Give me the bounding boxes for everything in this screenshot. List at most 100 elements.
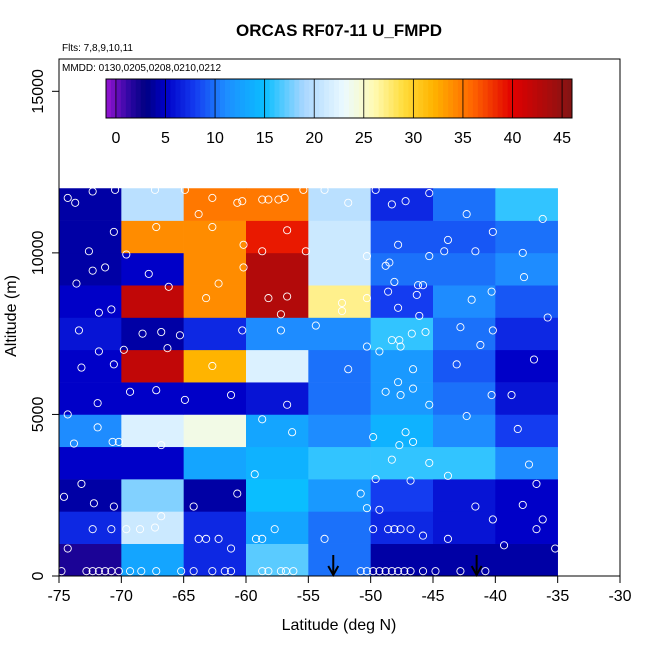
sample-marker [476,340,485,350]
sample-marker [487,287,496,296]
heatmap-cell [183,317,247,351]
heatmap-cell [246,414,309,448]
colorbar-segment [279,79,285,118]
sample-marker [276,310,285,319]
colorbar: 0 5 10 15 20 25 30 35 40 45 [105,78,573,147]
heatmap-cell [495,220,558,254]
colorbar-segment [334,79,340,118]
heatmap-cell [246,188,309,221]
sample-marker [412,290,421,299]
sample-marker [111,185,120,194]
plot-frame [58,58,621,577]
sample-marker [114,567,123,576]
heatmap-cell [495,543,558,577]
sample-marker [144,269,153,278]
sample-marker [208,567,217,576]
colorbar-segment [160,79,166,118]
colorbar-segment [567,79,573,118]
colorbar-segment [512,79,518,118]
colorbar-segment [294,79,300,118]
heatmap-cell [246,349,309,383]
colorbar-segment [423,79,429,118]
colorbar-segment [165,79,171,118]
sample-marker [150,523,160,532]
colorbar-segment [185,79,191,118]
sample-marker [226,544,236,553]
flight-arrow [470,555,483,578]
colorbar-segment [324,79,330,118]
sample-marker [214,534,223,543]
heatmap-cell [121,349,184,383]
heatmap-cell [370,511,434,544]
sample-marker [119,345,128,354]
sample-marker [233,489,242,498]
sample-marker [524,460,534,469]
sample-marker [381,567,390,576]
colorbar-segment [433,79,439,118]
sample-marker [532,525,541,534]
heatmap-cell [308,543,371,577]
heatmap-cell [246,285,309,318]
heatmap-cell [246,511,309,544]
sample-marker [283,400,292,409]
sample-marker [362,567,371,576]
colorbar-segment [289,79,295,118]
colorbar-segment [269,79,275,118]
sample-marker [471,247,480,256]
sample-marker [264,294,273,303]
heatmap-cell [495,349,558,383]
sample-marker [344,365,353,374]
sample-marker [456,567,465,576]
colorbar-segment [552,79,558,118]
sample-marker [396,342,405,351]
sample-marker [396,525,405,534]
heatmap-cell [308,446,371,480]
heatmap-cell [433,349,496,383]
sample-marker [387,567,396,576]
sample-marker [59,492,69,501]
colorbar-segment [482,79,489,118]
colorbar-segment [368,79,375,118]
sample-marker [387,455,396,464]
heatmap-cell [433,382,496,415]
heatmap-cell [121,188,184,221]
colorbar-segment [155,79,161,118]
heatmap-cell [183,188,247,221]
heatmap-cell [121,382,184,415]
sample-marker [157,512,166,521]
colorbar-segment [180,79,186,118]
y-tick-label: 10000 [30,231,47,276]
dates-note: MMDD: 0130,0205,0208,0210,0212 [62,63,221,74]
x-tick-label: -50 [359,588,382,605]
sample-marker [488,515,497,524]
sample-marker [337,298,347,308]
heatmap-cell [59,188,122,221]
sample-marker [258,534,267,543]
sample-marker [400,567,409,576]
colorbar-segment [244,79,251,118]
sample-marker [152,386,161,395]
sample-marker [157,441,166,450]
sample-marker [529,355,539,364]
sample-marker [89,499,98,508]
sample-marker [208,361,217,371]
sample-marker [109,360,118,369]
heatmap-cell [183,252,247,286]
heatmap-cell [121,317,184,351]
heatmap-cell [121,511,184,544]
sample-marker [137,567,146,576]
colorbar-segment [348,79,355,118]
sample-marker [101,567,110,576]
colorbar-segment [229,79,236,118]
colorbar-segment [264,79,270,118]
x-tick-label: -40 [484,588,507,605]
colorbar-segment [363,79,370,118]
sample-marker [401,197,410,206]
sample-marker [467,295,476,304]
sample-marker [69,439,79,448]
sample-marker [107,525,116,534]
colorbar-segment [532,79,538,118]
sample-marker [194,210,203,219]
heatmap-cell [495,252,558,286]
colorbar-segment [339,79,345,118]
